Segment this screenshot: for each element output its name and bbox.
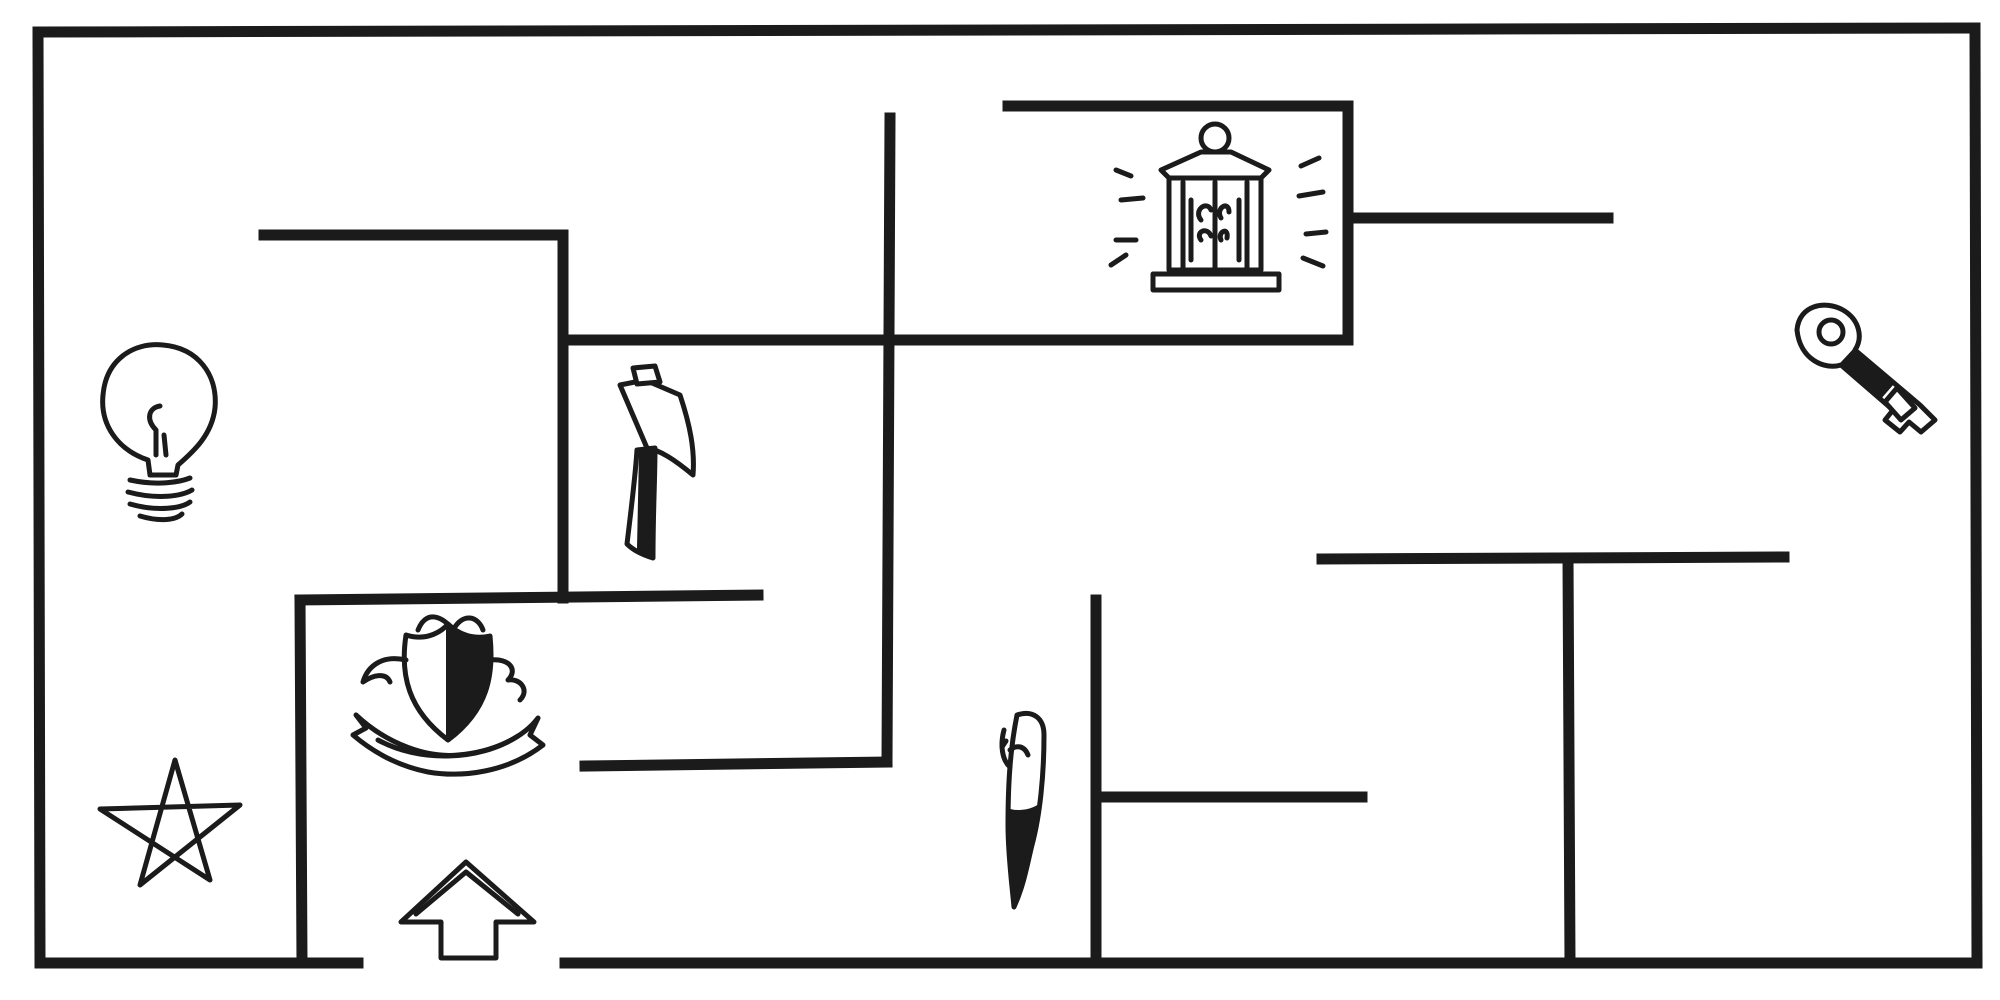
key-icon[interactable] [1794,302,1938,435]
wall-center-v [881,112,896,768]
lantern-icon[interactable] [1108,121,1329,293]
up-arrow-icon[interactable] [398,859,537,961]
tooth-icon[interactable] [999,710,1047,910]
shield-room-top [294,589,764,606]
shield-crest-icon[interactable] [350,614,546,777]
maze-walls [32,22,1983,969]
star-icon[interactable] [97,757,243,888]
outer-wall-right [1969,22,1983,969]
lightbulb-icon[interactable] [100,342,218,523]
outer-wall-top [32,22,1981,38]
shield-room-left [294,594,308,969]
axe-icon[interactable] [617,363,696,561]
wall-t-stem [1562,552,1576,969]
outer-wall-left [32,26,46,969]
wall-t-top [1316,551,1790,565]
wall-center-bottom-h [579,756,893,772]
